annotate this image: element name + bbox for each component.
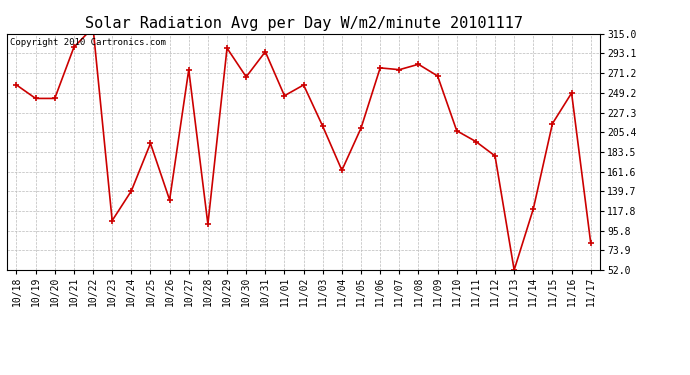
Text: Copyright 2010 Cartronics.com: Copyright 2010 Cartronics.com — [10, 39, 166, 48]
Title: Solar Radiation Avg per Day W/m2/minute 20101117: Solar Radiation Avg per Day W/m2/minute … — [85, 16, 522, 31]
